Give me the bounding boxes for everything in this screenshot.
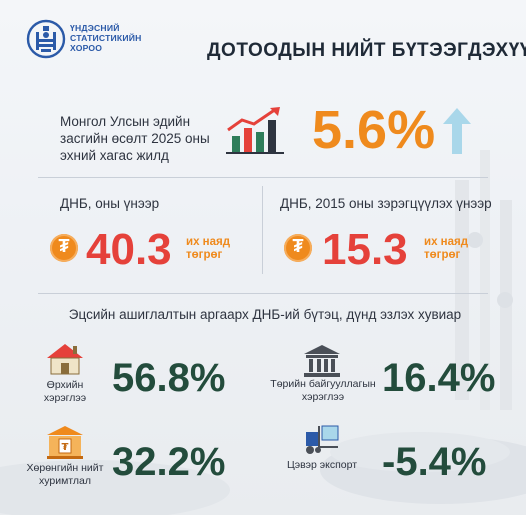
household-consumption-value: 56.8% [112,356,226,400]
gdp-current-unit: их наяд төгрөг [186,236,230,262]
bar-chart-growth-icon [226,107,284,154]
unit-line-1: их наяд [186,236,231,248]
label-line-1: Цэвэр экспорт [286,459,358,471]
label-line-2: хуримтлал [39,475,91,487]
structure-title: Эцсийн ашиглалтын аргаарх ДНБ-ий бүтэц, … [68,307,462,322]
net-export-value: -5.4% [382,440,487,484]
divider-top [38,177,488,178]
growth-label-line-2: засгийн өсөлт 2025 оны [60,131,210,146]
capital-formation-value: 32.2% [112,440,226,484]
label-line-2: хэрэглээ [43,392,87,404]
growth-label-line-3: эхний хагас жилд [60,148,169,163]
label-line-1: Төрийн байгууллагын [270,378,376,390]
growth-label-line-1: Монгол Улсын эдийн [60,114,191,129]
gdp-constant-unit: их наяд төгрөг [424,236,468,262]
capital-formation-label: Хөрөнгийн нийт хуримтлал [20,462,110,488]
government-consumption-label: Төрийн байгууллагын хэрэглээ [264,378,382,404]
label-line-2: хэрэглээ [301,391,345,403]
growth-label: Монгол Улсын эдийн засгийн өсөлт 2025 он… [60,113,230,164]
arrow-up-icon [443,108,471,154]
bank-vault-icon: ₮ [47,426,83,459]
divider-bottom [38,293,488,294]
soyombo-emblem-icon [26,19,66,59]
divider-middle [262,186,263,274]
house-icon [47,344,83,375]
currency-glyph: ₮ [58,236,70,256]
tugrik-coin-icon: ₮ [284,234,312,262]
gdp-constant-label: ДНБ, 2015 оны зэрэгцүүлэх үнээр [280,196,492,211]
org-name-line-3: ХОРОО [70,43,103,53]
gdp-current-label: ДНБ, оны үнээр [60,196,160,211]
tugrik-coin-icon: ₮ [50,234,78,262]
unit-line-2: төгрөг [424,249,461,261]
page-title: ДОТООДЫН НИЙТ БҮТЭЭГДЭХҮҮН [207,40,526,61]
government-building-icon [304,345,340,377]
label-line-1: Өрхийн [46,379,84,391]
gdp-current-value: 40.3 [86,225,172,274]
growth-value: 5.6% [312,100,436,160]
currency-glyph: ₮ [292,236,304,256]
unit-line-1: их наяд [424,236,469,248]
svg-text:₮: ₮ [62,442,69,453]
household-consumption-label: Өрхийн хэрэглээ [30,379,100,405]
org-name-line-2: СТАТИСТИКИЙН [70,33,142,43]
org-name-line-1: ҮНДЭСНИЙ [70,23,120,33]
nso-logo: ҮНДЭСНИЙ СТАТИСТИКИЙН ХОРОО [26,18,166,62]
gdp-constant-value: 15.3 [322,225,408,274]
forklift-export-icon [306,425,339,454]
unit-line-2: төгрөг [186,249,223,261]
government-consumption-value: 16.4% [382,356,496,400]
label-line-1: Хөрөнгийн нийт [26,462,104,474]
net-export-label: Цэвэр экспорт [274,459,370,472]
